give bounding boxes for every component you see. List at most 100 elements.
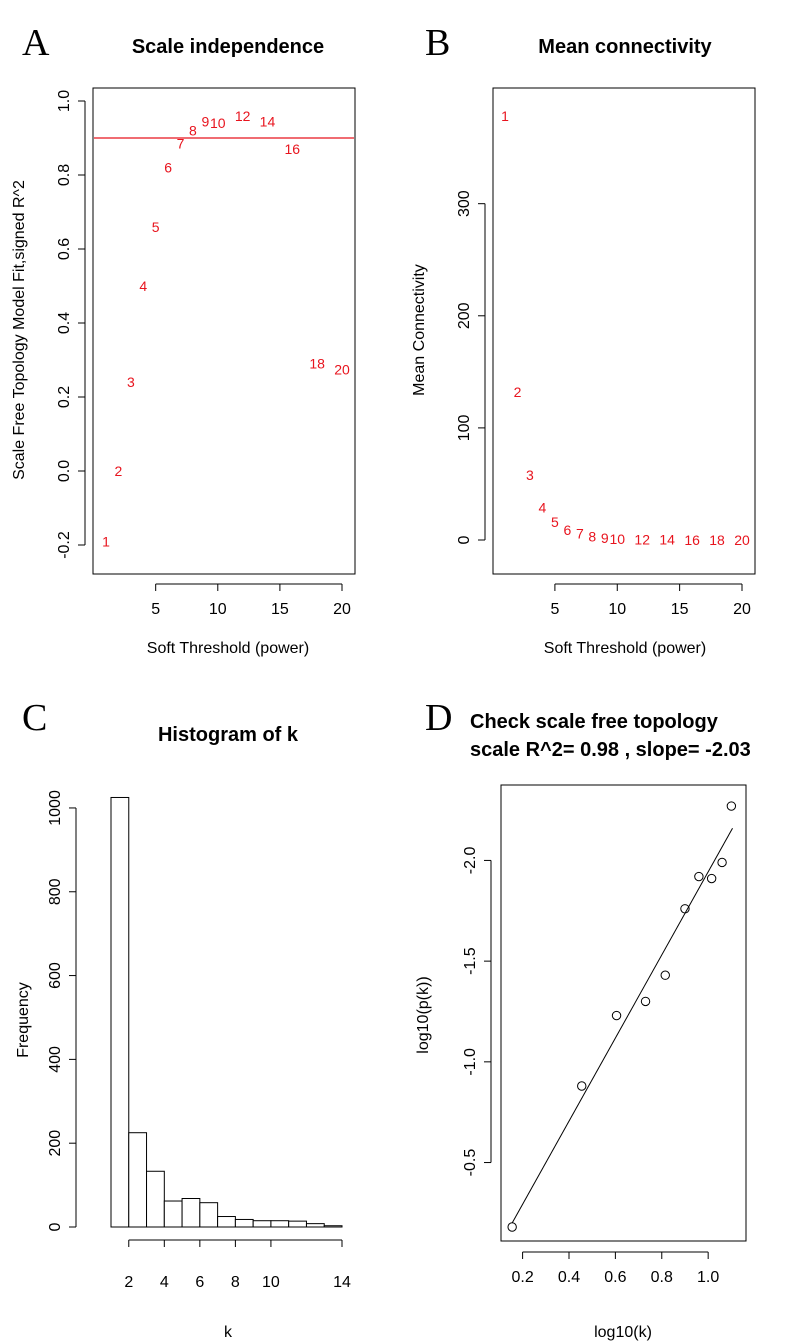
y-tick-label-a: 0.8 bbox=[56, 164, 73, 186]
point-label-b: 20 bbox=[734, 532, 750, 548]
panel-b: B Mean connectivity 5 10 15 200100200300123… bbox=[411, 22, 756, 657]
point-label-a: 16 bbox=[285, 141, 301, 157]
point-label-a: 12 bbox=[235, 108, 251, 124]
panel-letter-b: B bbox=[425, 22, 450, 64]
y-axis-label-d: log10(p(k)) bbox=[415, 976, 432, 1053]
panel-a: A Scale independence 5 10 15 20-0.20.00.20.… bbox=[11, 22, 356, 657]
x-tick-label-c: 10 bbox=[262, 1274, 280, 1291]
panel-letter-a: A bbox=[22, 22, 50, 64]
histogram-bar bbox=[199, 1202, 219, 1228]
point-label-b: 2 bbox=[514, 384, 522, 400]
histogram-bar bbox=[288, 1220, 307, 1228]
point-label-a: 7 bbox=[177, 136, 185, 152]
y-tick-label-a: 0.2 bbox=[56, 386, 73, 408]
chart-title-d: Check scale free topology bbox=[470, 711, 719, 733]
histogram-bar bbox=[146, 1170, 165, 1228]
y-tick-label-d: -1.0 bbox=[462, 1048, 479, 1076]
y-tick-label-c: 400 bbox=[47, 1046, 64, 1073]
panel-letter-c: C bbox=[22, 697, 47, 739]
x-tick-label-a: 15 bbox=[271, 601, 289, 618]
point-label-a: 6 bbox=[164, 160, 172, 176]
histogram-bar bbox=[110, 796, 130, 1228]
y-tick-label-d: -1.5 bbox=[462, 947, 479, 975]
histogram-bar bbox=[234, 1218, 254, 1228]
x-tick-label-c: 4 bbox=[160, 1274, 169, 1291]
data-point-d bbox=[507, 1222, 517, 1232]
y-tick-label-d: -0.5 bbox=[462, 1149, 479, 1177]
x-tick-label-a: 20 bbox=[333, 601, 351, 618]
plot-frame-a bbox=[92, 87, 356, 575]
x-tick-label-d: 1.0 bbox=[697, 1269, 719, 1286]
point-label-a: 8 bbox=[189, 123, 197, 139]
histogram-bar bbox=[252, 1220, 272, 1228]
point-label-a: 10 bbox=[210, 115, 226, 131]
data-point-d bbox=[660, 970, 670, 980]
y-tick-label-a: 0.6 bbox=[56, 238, 73, 260]
panel-d: D Check scale free topology scale R^2= 0… bbox=[415, 697, 751, 1341]
point-label-a: 1 bbox=[102, 533, 110, 549]
y-tick-label-d: -2.0 bbox=[462, 847, 479, 875]
point-label-b: 10 bbox=[609, 531, 625, 547]
y-tick-label-a: 1.0 bbox=[56, 90, 73, 112]
point-label-a: 3 bbox=[127, 374, 135, 390]
x-tick-label-d: 0.8 bbox=[651, 1269, 673, 1286]
y-axis-label-c: Frequency bbox=[15, 982, 32, 1058]
x-tick-label-b: 15 bbox=[671, 601, 689, 618]
y-tick-label-c: 1000 bbox=[47, 790, 64, 826]
point-label-b: 3 bbox=[526, 467, 534, 483]
x-tick-label-c: 14 bbox=[333, 1274, 351, 1291]
point-label-b: 8 bbox=[588, 529, 596, 545]
x-tick-label-a: 10 bbox=[209, 601, 227, 618]
chart-title-b: Mean connectivity bbox=[538, 36, 712, 58]
x-tick-label-c: 8 bbox=[231, 1274, 240, 1291]
data-point-d bbox=[640, 996, 651, 1007]
x-axis-label-a: Soft Threshold (power) bbox=[147, 640, 309, 657]
data-point-d bbox=[680, 904, 690, 914]
data-point-d bbox=[706, 873, 717, 884]
fit-line-d bbox=[511, 827, 733, 1224]
x-tick-label-d: 0.2 bbox=[511, 1269, 533, 1286]
y-axis-label-a: Scale Free Topology Model Fit,signed R^2 bbox=[11, 180, 28, 480]
point-label-b: 18 bbox=[709, 532, 725, 548]
x-tick-label-a: 5 bbox=[151, 601, 160, 618]
point-label-b: 7 bbox=[576, 525, 584, 541]
histogram-bar bbox=[270, 1220, 290, 1228]
point-label-b: 4 bbox=[539, 499, 547, 515]
panel-letter-d: D bbox=[425, 697, 452, 739]
point-label-a: 4 bbox=[139, 278, 147, 294]
data-point-d bbox=[717, 857, 727, 868]
y-tick-label-c: 200 bbox=[47, 1130, 64, 1157]
x-tick-label-b: 10 bbox=[608, 601, 626, 618]
data-point-d bbox=[726, 801, 737, 811]
point-label-a: 14 bbox=[260, 113, 276, 129]
histogram-bar bbox=[181, 1198, 201, 1228]
point-label-b: 12 bbox=[634, 531, 650, 547]
point-label-b: 14 bbox=[659, 532, 675, 548]
histogram-bar bbox=[163, 1200, 183, 1228]
x-tick-label-b: 5 bbox=[550, 601, 559, 618]
point-label-a: 18 bbox=[309, 356, 325, 372]
x-tick-label-c: 6 bbox=[195, 1274, 204, 1291]
point-label-a: 20 bbox=[334, 361, 350, 377]
panel-c: C Histogram of k 2 4 6 8 10 14 0 200 400 600 800 10… bbox=[15, 697, 351, 1341]
point-label-a: 9 bbox=[201, 113, 209, 129]
chart-title-c: Histogram of k bbox=[158, 724, 299, 746]
histogram-bar bbox=[128, 1132, 148, 1228]
histogram-bar bbox=[217, 1216, 236, 1228]
y-tick-label-c: 600 bbox=[47, 962, 64, 989]
y-tick-label-a: 0.4 bbox=[56, 312, 73, 334]
x-tick-label-d: 0.6 bbox=[604, 1269, 626, 1286]
point-label-a: 2 bbox=[115, 463, 123, 479]
x-tick-label-b: 20 bbox=[733, 601, 751, 618]
data-point-d bbox=[694, 871, 704, 882]
point-label-b: 6 bbox=[563, 522, 571, 538]
histogram-bar bbox=[305, 1223, 325, 1228]
chart-title-a: Scale independence bbox=[132, 36, 324, 58]
point-label-b: 1 bbox=[501, 108, 509, 124]
x-axis-label-d: log10(k) bbox=[594, 1324, 652, 1341]
y-tick-label-b: 200 bbox=[456, 302, 473, 329]
point-label-b: 9 bbox=[601, 530, 609, 546]
